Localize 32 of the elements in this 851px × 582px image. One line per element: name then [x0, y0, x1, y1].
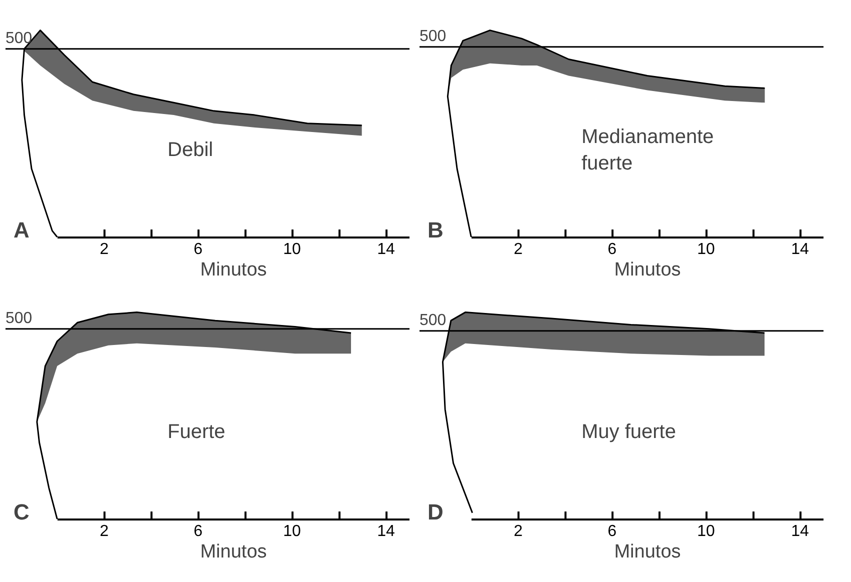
x-tick-label: 2 — [514, 241, 523, 258]
x-axis-title: Minutos — [200, 542, 267, 562]
annotation: Muy fuerte — [582, 421, 676, 444]
x-tick-label: 10 — [283, 241, 302, 258]
x-tick-label: 2 — [100, 241, 109, 258]
annotation: 500 — [420, 28, 446, 45]
annotation: 500 — [420, 312, 446, 329]
x-tick-label: 2 — [100, 523, 109, 540]
annotation: D — [428, 500, 444, 524]
x-tick-label: 6 — [608, 241, 617, 258]
x-tick-label: 14 — [791, 523, 810, 540]
x-axis-title: Minutos — [614, 260, 681, 280]
x-tick-label: 10 — [283, 523, 302, 540]
x-tick-label: 10 — [697, 241, 716, 258]
x-tick-label: 14 — [377, 523, 396, 540]
x-axis-title: Minutos — [614, 542, 681, 562]
annotation: C — [14, 500, 30, 524]
annotation: Medianamente fuerte — [582, 126, 714, 174]
annotation: A — [14, 218, 30, 242]
annotation: 500 — [6, 30, 32, 47]
x-tick-label: 6 — [608, 523, 617, 540]
x-tick-label: 6 — [194, 523, 203, 540]
x-tick-label: 14 — [377, 241, 396, 258]
annotation: B — [428, 218, 444, 242]
annotation: Debil — [168, 139, 214, 162]
x-tick-label: 10 — [697, 523, 716, 540]
x-tick-label: 14 — [791, 241, 810, 258]
annotation: Fuerte — [168, 421, 226, 444]
annotation: 500 — [6, 310, 32, 327]
x-axis-title: Minutos — [200, 260, 267, 280]
x-tick-label: 6 — [194, 241, 203, 258]
x-tick-label: 2 — [514, 523, 523, 540]
